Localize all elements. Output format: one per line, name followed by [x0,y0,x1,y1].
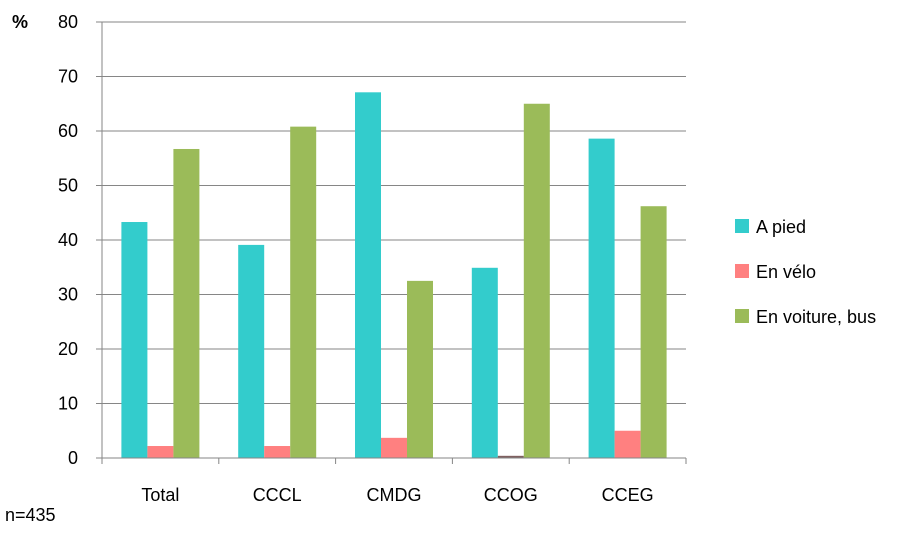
bar-en-v-lo-total [147,446,174,458]
x-tick-label: CCCL [253,485,302,505]
y-tick-label: 10 [58,394,78,414]
y-unit-label: % [12,12,28,32]
legend-label: En voiture, bus [756,307,876,327]
bar-en-voiture-bus-cccl [290,126,317,458]
bar-en-v-lo-cceg [614,430,641,458]
sample-size-note: n=435 [5,505,56,525]
y-tick-label: 0 [68,448,78,468]
legend-swatch [735,264,749,278]
y-tick-label: 80 [58,12,78,32]
bar-en-voiture-bus-cceg [640,206,667,458]
legend: A pied En vélo En voiture, bus [735,217,876,327]
y-axis-ticks: 0 10 20 30 40 50 60 70 80 [58,12,102,468]
x-axis-labels: Total CCCL CMDG CCOG CCEG [141,485,653,505]
x-tick-label: CMDG [367,485,422,505]
y-tick-label: 40 [58,230,78,250]
x-tick-label: CCEG [602,485,654,505]
bar-a-pied-ccog [471,267,498,458]
x-tick-label: Total [141,485,179,505]
axes [101,22,687,464]
bar-a-pied-cmdg [355,92,381,459]
x-tick-label: CCOG [484,485,538,505]
bar-en-v-lo-ccog [497,455,524,458]
bar-en-voiture-bus-ccog [523,103,550,458]
bars [121,92,667,459]
y-tick-label: 50 [58,176,78,196]
legend-swatch [735,309,749,323]
y-tick-label: 30 [58,285,78,305]
bar-a-pied-total [121,222,148,458]
legend-label: A pied [756,217,806,237]
bar-a-pied-cceg [588,138,615,458]
bar-en-v-lo-cmdg [381,437,407,458]
y-tick-label: 70 [58,67,78,87]
bar-en-voiture-bus-total [173,148,200,459]
legend-swatch [735,219,749,233]
bar-en-voiture-bus-cmdg [407,280,433,458]
y-tick-label: 60 [58,121,78,141]
y-tick-label: 20 [58,339,78,359]
bar-a-pied-cccl [238,244,265,458]
legend-label: En vélo [756,262,816,282]
bar-en-v-lo-cccl [264,446,291,458]
